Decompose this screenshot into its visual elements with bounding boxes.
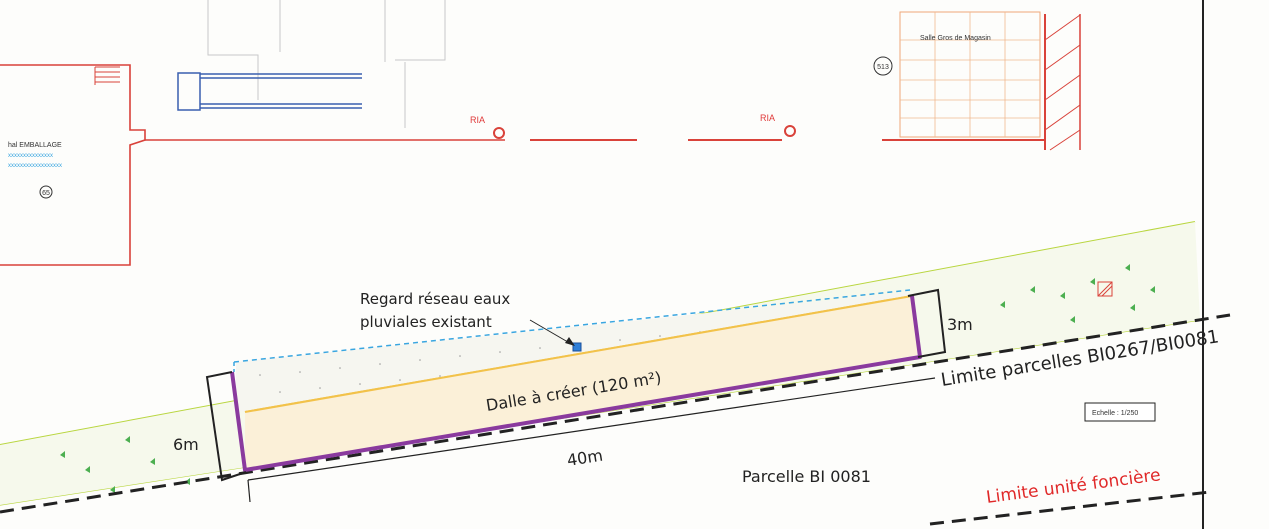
parcel-label: Parcelle BI 0081 xyxy=(742,467,871,486)
loading-ramp xyxy=(177,72,362,111)
length-tick-left xyxy=(247,479,251,503)
left-building-number: 65 xyxy=(42,190,50,197)
drain-label-line2: pluviales existant xyxy=(360,313,492,331)
parcel-limit-line xyxy=(0,313,1231,514)
length-dimension xyxy=(247,377,936,481)
property-limit-line xyxy=(929,490,1211,526)
left-building xyxy=(0,64,505,266)
ria-label-2: RIA xyxy=(760,113,775,123)
right-building-number: 513 xyxy=(877,64,889,71)
slab-border xyxy=(230,295,922,472)
width-right-label: 3m xyxy=(947,315,973,334)
scale-box xyxy=(1084,402,1156,422)
background-outlines xyxy=(207,0,446,128)
ria-hydrant-2 xyxy=(784,125,796,137)
right-building-marker xyxy=(873,56,893,76)
right-building xyxy=(899,11,1081,151)
slab-fill-upper xyxy=(245,296,917,470)
ria-label-1: RIA xyxy=(470,115,485,125)
width-left-dimension xyxy=(205,371,247,482)
ria-hydrant-1 xyxy=(493,127,505,139)
drain-marker xyxy=(572,342,582,352)
left-building-line-1: xxxxxxxxxxxxxxx xyxy=(8,153,53,159)
drain-label-line1: Regard réseau eaux xyxy=(360,290,510,308)
length-label: 40m xyxy=(566,446,604,470)
drain-pointer xyxy=(529,319,574,346)
dotted-zone xyxy=(236,292,908,412)
left-building-marker xyxy=(39,185,53,199)
drain-arrow-head xyxy=(565,337,575,346)
width-right-dimension xyxy=(907,288,947,358)
scale-label: Echelle : 1/250 xyxy=(1092,410,1138,417)
width-left-label: 6m xyxy=(173,435,199,454)
right-building-name: Salle Gros de Magasin xyxy=(920,35,991,42)
left-building-name: hal EMBALLAGE xyxy=(8,142,62,149)
stair-icon xyxy=(94,66,120,85)
slab-top-edge-line xyxy=(244,295,913,413)
left-building-line-2: xxxxxxxxxxxxxxxxxx xyxy=(8,163,62,169)
